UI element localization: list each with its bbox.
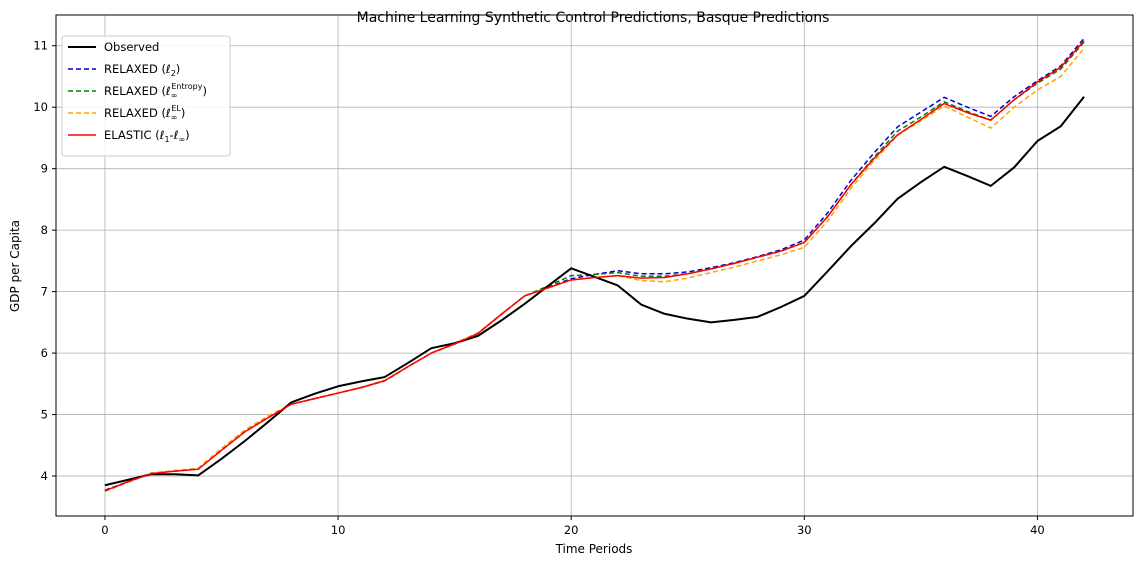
legend: Observed RELAXED (ℓ2) RELAXED (ℓ∞Entropy) R…: [61, 35, 231, 157]
y-tick-label: 10: [33, 100, 48, 114]
x-tick-label: 30: [797, 523, 812, 537]
y-tick-label: 6: [41, 346, 48, 360]
y-tick-label: 4: [41, 469, 48, 483]
series-lines: [104, 37, 1085, 493]
legend-label: ELASTIC (ℓ1-ℓ∞): [104, 128, 190, 144]
legend-label: RELAXED (ℓ∞Entropy): [104, 82, 207, 100]
chart-title: Machine Learning Synthetic Control Predi…: [357, 10, 830, 26]
x-tick-label: 20: [564, 523, 579, 537]
x-axis-ticks: 0 10 20 30 40: [101, 516, 1045, 537]
series-line-2: [104, 41, 1085, 492]
y-tick-label: 8: [41, 223, 48, 237]
x-tick-label: 40: [1030, 523, 1045, 537]
y-tick-label: 9: [41, 162, 48, 176]
series-line-3: [104, 47, 1085, 493]
y-tick-label: 5: [41, 408, 48, 422]
series-line-4: [104, 40, 1085, 492]
legend-box: [61, 35, 231, 157]
legend-label: Observed: [104, 40, 159, 54]
x-axis-label: Time Periods: [555, 542, 633, 556]
legend-label: RELAXED (ℓ2): [104, 62, 180, 78]
y-axis-label: GDP per Capita: [8, 220, 22, 312]
legend-label: RELAXED (ℓ∞EL): [104, 104, 185, 122]
plot-frame: [55, 14, 1134, 517]
x-tick-label: 10: [331, 523, 346, 537]
x-tick-label: 0: [101, 523, 108, 537]
grid: [56, 15, 1133, 516]
y-tick-label: 11: [33, 39, 48, 53]
y-axis-ticks: 4 5 6 7 8 9 10 11: [33, 39, 56, 483]
y-tick-label: 7: [41, 285, 48, 299]
